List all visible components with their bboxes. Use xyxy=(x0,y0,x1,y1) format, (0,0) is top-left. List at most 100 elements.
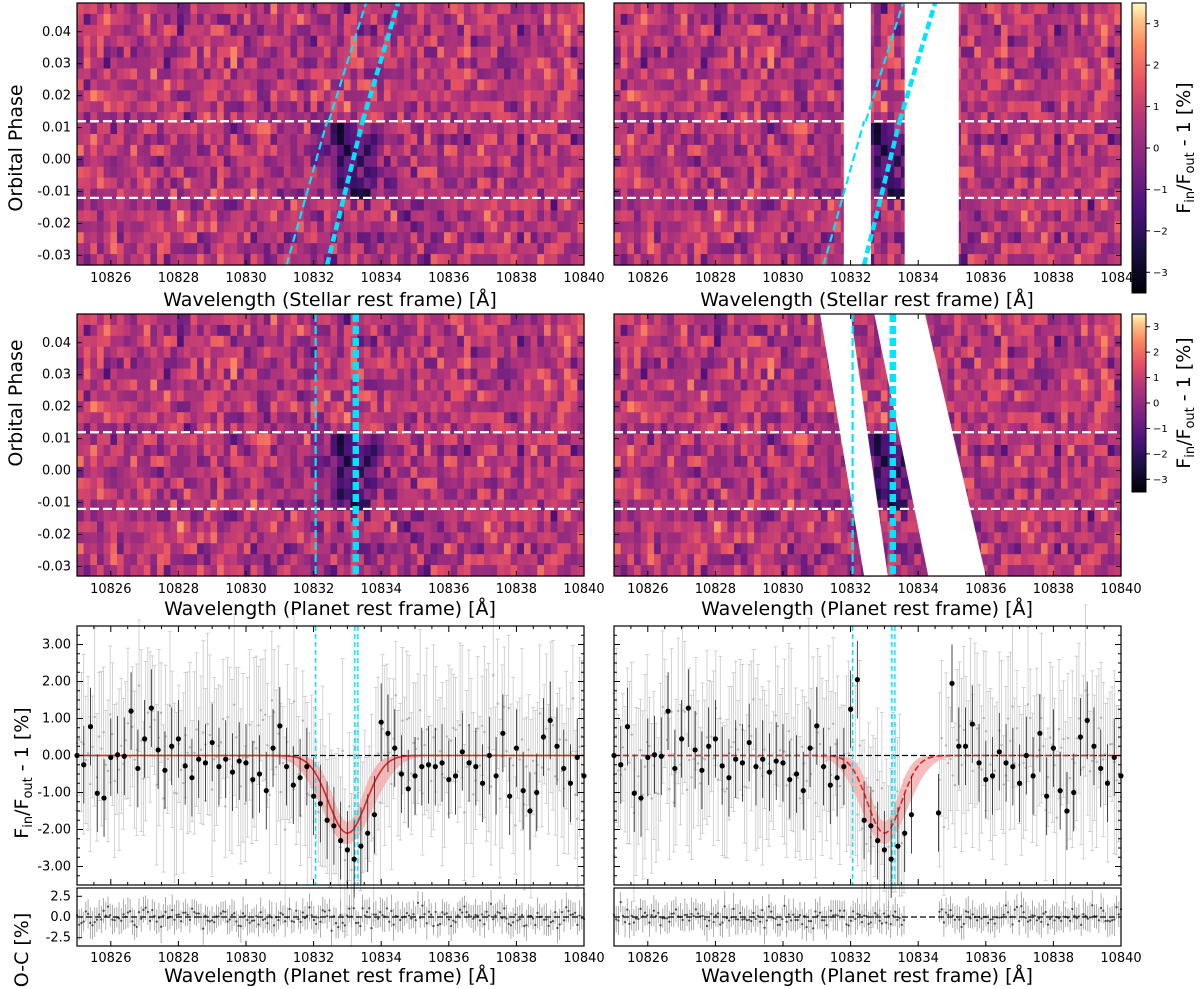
heatmap-cell xyxy=(163,254,171,266)
heatmap-cell xyxy=(517,210,525,222)
heatmap-cell xyxy=(437,123,445,135)
heatmap-cell xyxy=(523,188,532,201)
heatmap-cell xyxy=(543,314,552,326)
heatmap-cell xyxy=(760,57,769,70)
heatmap-cell xyxy=(814,123,822,135)
heatmap-cell xyxy=(457,314,465,326)
heatmap-cell xyxy=(1114,79,1122,91)
heatmap-cell xyxy=(1007,210,1015,222)
heatmap-cell xyxy=(190,57,198,70)
heatmap-cell xyxy=(550,423,558,435)
heatmap-cell xyxy=(557,123,565,135)
heatmap-cell xyxy=(430,445,438,457)
heatmap-cell xyxy=(197,188,205,201)
heatmap-cell xyxy=(277,199,285,212)
heatmap-cell xyxy=(563,357,572,370)
heatmap-cell xyxy=(257,232,265,244)
heatmap-cell xyxy=(210,221,218,233)
heatmap-cell xyxy=(740,177,749,190)
heatmap-cell xyxy=(450,210,458,222)
heatmap-cell xyxy=(557,221,565,233)
heatmap-cell xyxy=(283,324,292,337)
heatmap-cell xyxy=(517,445,525,457)
x-tick-label: 10828 xyxy=(158,271,199,286)
heatmap-cell xyxy=(237,177,245,190)
y-tick-label: 0.04 xyxy=(42,25,71,40)
heatmap-cell xyxy=(483,455,492,468)
heatmap-cell xyxy=(290,423,298,435)
heatmap-cell xyxy=(357,144,365,157)
heatmap-cell xyxy=(627,13,635,26)
heatmap-cell xyxy=(363,68,372,81)
heatmap-cell xyxy=(900,112,909,124)
heatmap-cell xyxy=(410,455,418,468)
heatmap-cell xyxy=(530,314,538,326)
heatmap-cell xyxy=(1074,188,1082,201)
heatmap-cell xyxy=(457,455,465,468)
heatmap-cell xyxy=(443,155,452,168)
heatmap-cell xyxy=(774,155,782,168)
heatmap-cell xyxy=(1007,177,1015,190)
heatmap-cell xyxy=(787,155,795,168)
heatmap-cell xyxy=(530,123,538,135)
heatmap-cell xyxy=(503,221,512,233)
heatmap-cell xyxy=(887,112,895,124)
heatmap-cell xyxy=(350,221,358,233)
heatmap-cell xyxy=(230,390,238,402)
heatmap-cell xyxy=(450,68,458,81)
heatmap-cell xyxy=(83,314,91,326)
heatmap-cell xyxy=(363,324,372,337)
heatmap-cell xyxy=(230,155,238,168)
heatmap-cell xyxy=(470,79,478,91)
heatmap-cell xyxy=(800,46,809,59)
heatmap-cell xyxy=(203,46,212,59)
heatmap-cell xyxy=(834,155,842,168)
heatmap-cell xyxy=(1040,24,1049,37)
heatmap-cell xyxy=(1067,221,1075,233)
heatmap-cell xyxy=(640,210,648,222)
heatmap-cell xyxy=(290,79,298,91)
heatmap-cell xyxy=(283,3,292,15)
heatmap-cell xyxy=(137,390,145,402)
heatmap-cell xyxy=(747,254,755,266)
heatmap-cell xyxy=(277,3,285,15)
heatmap-cell xyxy=(157,24,165,37)
heatmap-cell xyxy=(1054,3,1062,15)
heatmap-cell xyxy=(337,46,345,59)
heatmap-cell xyxy=(477,335,485,348)
heatmap-cell xyxy=(543,3,552,15)
heatmap-cell xyxy=(714,112,722,124)
heatmap-cell xyxy=(1094,254,1102,266)
heatmap-cell xyxy=(457,79,465,91)
heatmap-cell xyxy=(974,68,982,81)
heatmap-cell xyxy=(183,423,192,435)
heatmap-cell xyxy=(867,221,875,233)
heatmap-cell xyxy=(714,254,722,266)
heatmap-cell xyxy=(103,90,111,102)
heatmap-cell xyxy=(880,254,889,266)
heatmap-cell xyxy=(77,357,85,370)
heatmap-cell xyxy=(694,68,702,81)
heatmap-cell xyxy=(550,188,558,201)
heatmap-cell xyxy=(270,324,278,337)
heatmap-cell xyxy=(557,477,565,490)
heatmap-cell xyxy=(620,155,628,168)
heatmap-cell xyxy=(774,177,782,190)
heatmap-cell xyxy=(1080,177,1089,190)
heatmap-cell xyxy=(1087,68,1095,81)
heatmap-cell xyxy=(310,412,318,424)
heatmap-cell xyxy=(827,123,835,135)
heatmap-cell xyxy=(543,46,552,59)
heatmap-cell xyxy=(577,346,585,359)
heatmap-cell xyxy=(437,455,445,468)
heatmap-cell xyxy=(183,368,192,381)
heatmap-cell xyxy=(370,477,378,490)
heatmap-cell xyxy=(283,477,292,490)
heatmap-cell xyxy=(217,144,225,157)
heatmap-cell xyxy=(190,90,198,102)
heatmap-cell xyxy=(410,254,418,266)
heatmap-cell xyxy=(437,46,445,59)
heatmap-cell xyxy=(614,13,622,26)
heatmap-cell xyxy=(177,357,185,370)
heatmap-cell xyxy=(217,112,225,124)
